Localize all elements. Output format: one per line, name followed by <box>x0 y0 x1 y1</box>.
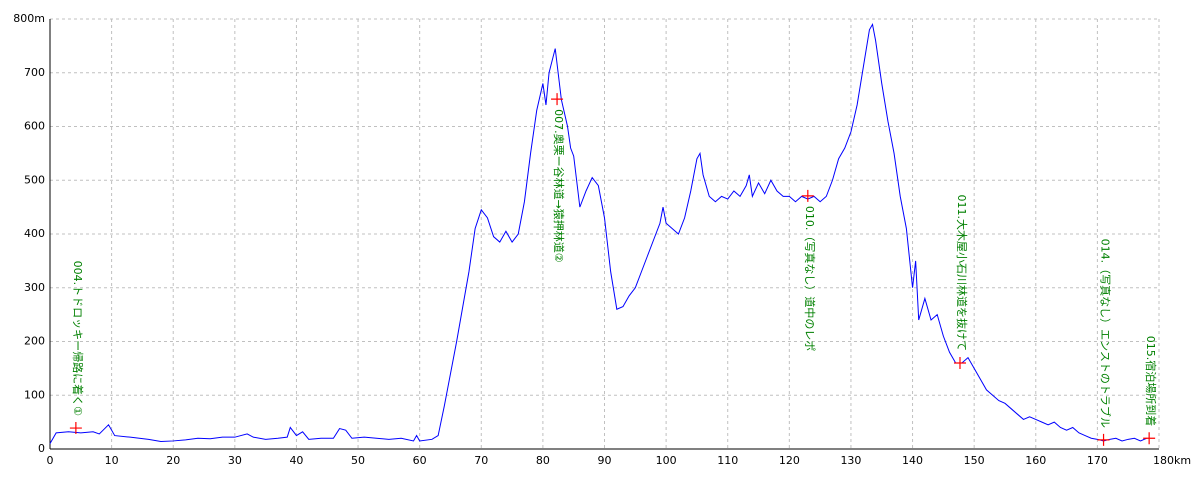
y-tick-label: 700 <box>24 66 45 79</box>
x-tick-label: 20 <box>166 454 180 467</box>
waypoint-label: 011.大木屋小石川林道を抜けて <box>955 195 969 352</box>
y-tick-label: 400 <box>24 227 45 240</box>
x-tick-label: 130 <box>840 454 861 467</box>
x-tick-label: 150 <box>964 454 985 467</box>
x-tick-label: 40 <box>289 454 303 467</box>
waypoint-label: 010.（写真なし）道中のレポ <box>803 206 817 352</box>
x-tick-label: 120 <box>779 454 800 467</box>
y-tick-label: 0 <box>38 442 45 455</box>
y-tick-label: 500 <box>24 173 45 186</box>
waypoint-marker <box>1143 432 1156 445</box>
x-tick-label: 170 <box>1087 454 1108 467</box>
x-tick-label: 110 <box>717 454 738 467</box>
y-tick-label: 800m <box>13 12 45 25</box>
waypoint-marker <box>1097 433 1110 446</box>
waypoint-marker <box>69 422 82 435</box>
waypoint-marker <box>551 93 564 106</box>
x-tick-label: 180km <box>1153 454 1191 467</box>
y-tick-label: 200 <box>24 335 45 348</box>
waypoint-label: 015.宿泊場所到着 <box>1144 336 1158 427</box>
waypoint-label: 014.（写真なし）エンストのトラブル <box>1099 239 1113 428</box>
x-tick-label: 30 <box>228 454 242 467</box>
x-tick-label: 60 <box>413 454 427 467</box>
x-tick-label: 140 <box>902 454 923 467</box>
x-tick-label: 90 <box>598 454 612 467</box>
waypoint-marker <box>801 189 814 202</box>
x-tick-label: 50 <box>351 454 365 467</box>
y-tick-label: 100 <box>24 388 45 401</box>
x-tick-label: 70 <box>474 454 488 467</box>
y-tick-label: 600 <box>24 120 45 133</box>
waypoint-label: 004.トドロッキー帰路に着く① <box>71 261 85 416</box>
waypoint-marker <box>953 357 966 369</box>
x-tick-label: 0 <box>47 454 54 467</box>
x-tick-label: 100 <box>656 454 677 467</box>
waypoint-label: 007.奥栗ー谷林道→猿押林道② <box>552 109 566 263</box>
x-tick-label: 10 <box>105 454 119 467</box>
x-tick-label: 80 <box>536 454 550 467</box>
elevation-line <box>49 22 1147 444</box>
x-tick-label: 160 <box>1025 454 1046 467</box>
y-tick-label: 300 <box>24 281 45 294</box>
